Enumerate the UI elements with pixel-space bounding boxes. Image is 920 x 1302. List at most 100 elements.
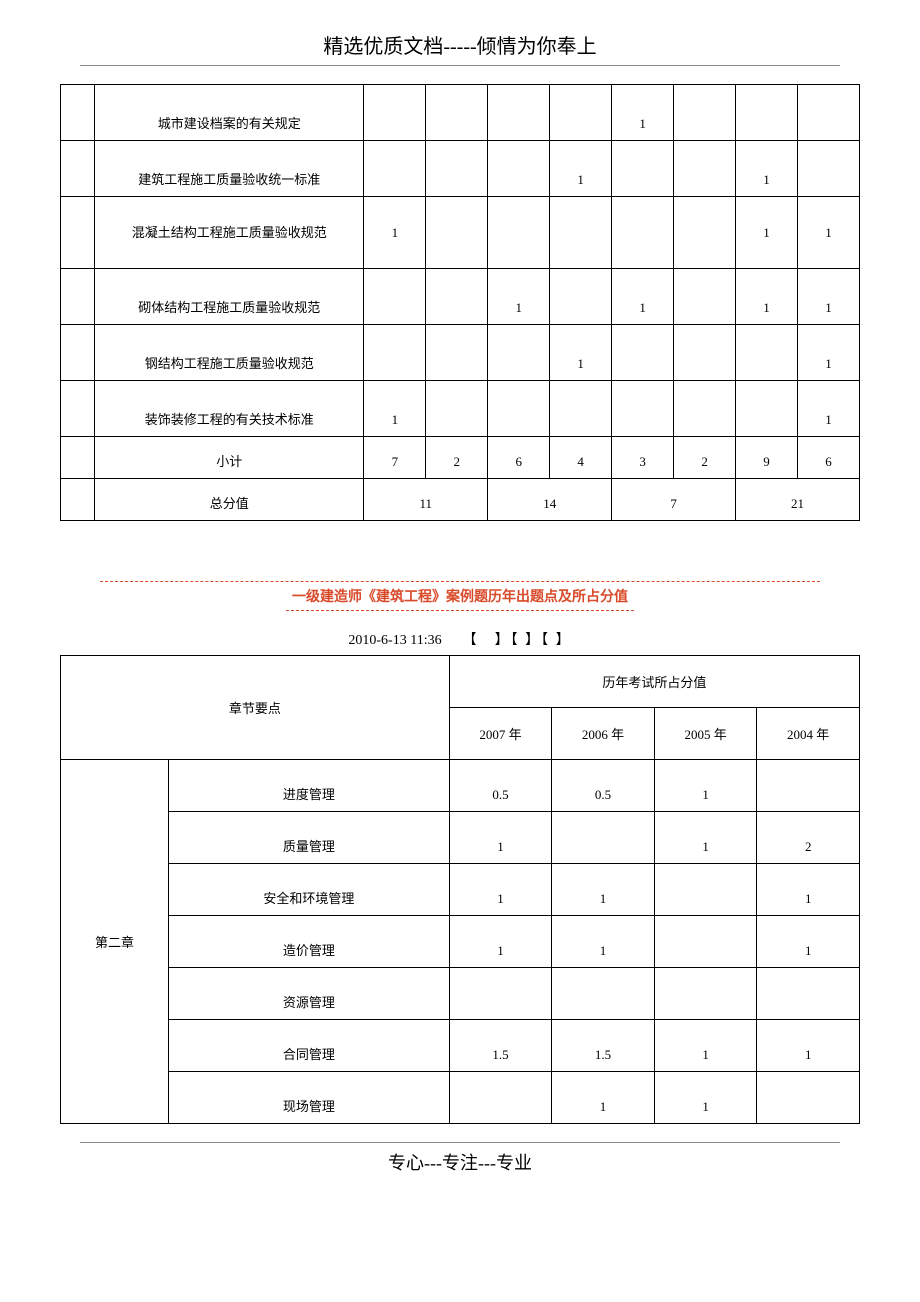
section-divider: 一级建造师《建筑工程》案例题历年出题点及所占分值 [60,581,860,611]
data-cell [550,269,612,325]
topic-label: 安全和环境管理 [168,864,449,916]
table-row: 建筑工程施工质量验收统一标准 1 1 [61,141,860,197]
data-cell [612,141,674,197]
data-cell [674,381,736,437]
data-cell: 1 [364,197,426,269]
data-cell [449,968,552,1020]
data-cell: 1 [550,141,612,197]
data-cell [449,1072,552,1124]
data-cell: 1 [552,916,655,968]
data-cell: 1 [552,864,655,916]
data-cell [426,381,488,437]
data-cell: 7 [612,479,736,521]
data-cell [552,968,655,1020]
data-cell: 1 [612,269,674,325]
data-cell: 11 [364,479,488,521]
data-cell [612,197,674,269]
blank-cell [61,269,95,325]
data-cell [674,141,736,197]
year-header: 2007 年 [449,708,552,760]
data-cell [488,381,550,437]
data-cell: 2 [674,437,736,479]
total-row: 总分值 11 14 7 21 [61,479,860,521]
header-row: 章节要点 历年考试所占分值 [61,656,860,708]
data-cell: 1 [612,85,674,141]
section-title: 一级建造师《建筑工程》案例题历年出题点及所占分值 [286,582,634,611]
data-cell [654,916,757,968]
data-cell: 1 [364,381,426,437]
data-cell [757,1072,860,1124]
page-header-title: 精选优质文档-----倾情为你奉上 [60,30,860,59]
data-cell [426,325,488,381]
blank-cell [61,325,95,381]
data-cell: 0.5 [449,760,552,812]
table-row: 第二章 进度管理 0.5 0.5 1 [61,760,860,812]
table-2: 章节要点 历年考试所占分值 2007 年 2006 年 2005 年 2004 … [60,655,860,1124]
blank-cell [61,437,95,479]
timestamp: 2010-6-13 11:36 [348,633,441,648]
blank-cell [61,381,95,437]
data-cell [736,325,798,381]
row-label: 装饰装修工程的有关技术标准 [95,381,364,437]
topic-label: 进度管理 [168,760,449,812]
data-cell: 1 [449,916,552,968]
row-label: 钢结构工程施工质量验收规范 [95,325,364,381]
data-cell: 7 [364,437,426,479]
data-cell [488,85,550,141]
data-cell: 1 [798,197,860,269]
data-cell [654,864,757,916]
data-cell [612,325,674,381]
topic-label: 造价管理 [168,916,449,968]
data-cell: 1 [654,1020,757,1072]
data-cell: 2 [757,812,860,864]
data-cell [364,269,426,325]
table-row: 安全和环境管理 1 1 1 [61,864,860,916]
data-cell [552,812,655,864]
topic-label: 现场管理 [168,1072,449,1124]
year-header: 2004 年 [757,708,860,760]
table-row: 城市建设档案的有关规定 1 [61,85,860,141]
data-cell: 6 [798,437,860,479]
table-row: 装饰装修工程的有关技术标准 1 1 [61,381,860,437]
topic-label: 资源管理 [168,968,449,1020]
data-cell: 1 [449,864,552,916]
data-cell: 1 [552,1072,655,1124]
year-header: 2005 年 [654,708,757,760]
data-cell: 4 [550,437,612,479]
topic-label: 合同管理 [168,1020,449,1072]
row-label: 砌体结构工程施工质量验收规范 [95,269,364,325]
footer-divider [80,1142,840,1143]
blank-cell [61,85,95,141]
data-cell: 14 [488,479,612,521]
data-cell [674,325,736,381]
data-cell: 21 [736,479,860,521]
data-cell [550,85,612,141]
data-cell [736,381,798,437]
data-cell: 1 [757,1020,860,1072]
data-cell: 1 [449,812,552,864]
table-row: 造价管理 1 1 1 [61,916,860,968]
data-cell [426,141,488,197]
data-cell: 0.5 [552,760,655,812]
data-cell: 1 [757,916,860,968]
row-label: 城市建设档案的有关规定 [95,85,364,141]
blank-cell [61,479,95,521]
data-cell: 1 [654,812,757,864]
data-cell [550,197,612,269]
topic-label: 质量管理 [168,812,449,864]
data-cell [654,968,757,1020]
data-cell [736,85,798,141]
subtotal-label: 小计 [95,437,364,479]
data-cell: 1 [550,325,612,381]
table-row: 资源管理 [61,968,860,1020]
header-divider [80,65,840,66]
data-cell: 1 [757,864,860,916]
table-row: 砌体结构工程施工质量验收规范 1 1 1 1 [61,269,860,325]
chapter-points-header: 章节要点 [61,656,450,760]
blank-cell [61,197,95,269]
data-cell [550,381,612,437]
blank-cell [61,141,95,197]
table-row: 混凝土结构工程施工质量验收规范 1 1 1 [61,197,860,269]
data-cell: 1 [736,197,798,269]
data-cell [488,325,550,381]
